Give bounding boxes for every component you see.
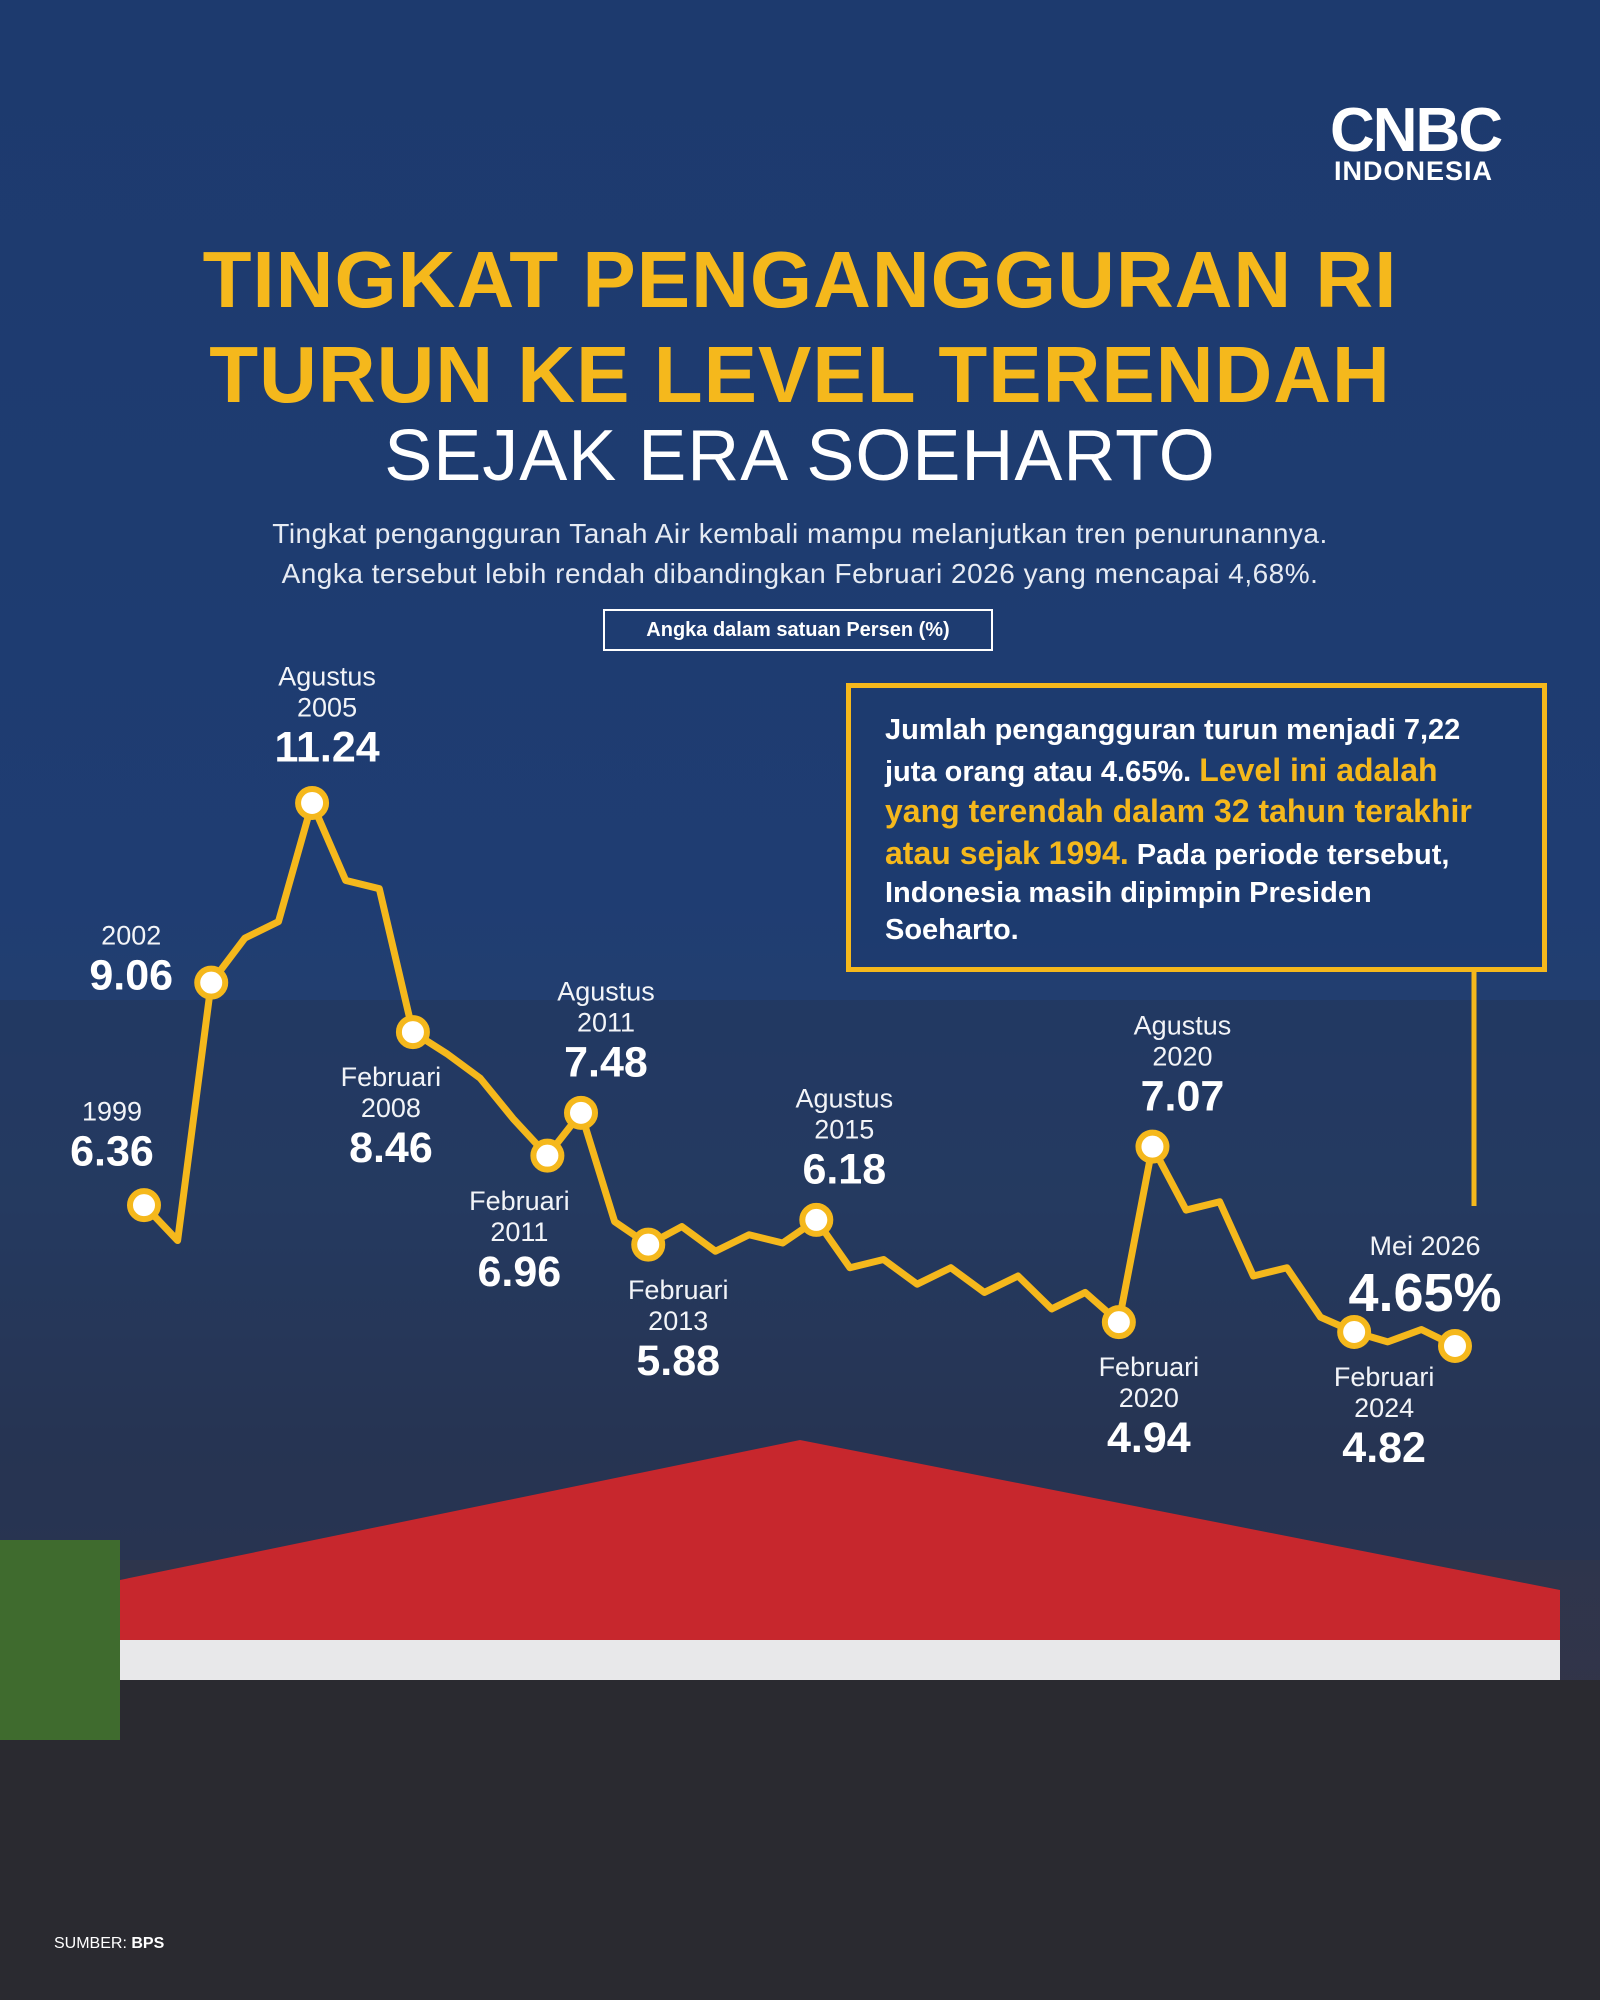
point-label: Februari 2020 4.94 [1084,1352,1214,1464]
point-label: Agustus 2015 6.18 [779,1083,909,1195]
crowd [0,1680,1600,2000]
title-line: SEJAK ERA SOEHARTO [384,416,1216,496]
logo: CNBC [1330,96,1503,165]
callout: Jumlah pengangguran turun menjadi 7,22 j… [846,683,1547,972]
point-label: Agustus 2011 7.48 [541,976,671,1088]
point-name: Agustus 2020 [1133,1010,1232,1072]
point [1101,1305,1136,1340]
value-label: 11.24 [274,723,380,772]
point [1337,1314,1372,1349]
point-name: Februari 2008 [340,1062,442,1124]
value-label: 9.06 [89,951,174,1000]
point-label: Februari 2008 8.46 [326,1062,456,1174]
point-name: Februari 2020 [1098,1352,1200,1414]
point [564,1095,598,1130]
value-label: 6.36 [70,1127,154,1176]
callout-text: Jumlah pengangguran turun menjadi 7,22 j… [885,714,1461,788]
point-name: Februari 2013 [627,1274,729,1336]
point-name: Mei 2026 [1369,1230,1481,1261]
point [127,1188,161,1223]
point-label: Februari 2011 6.96 [454,1186,584,1298]
value-label: 4.65% [1348,1262,1502,1323]
point [530,1138,565,1173]
title-line: TINGKAT PENGANGGURAN RI [202,235,1398,324]
point-label: 1999 6.36 [47,1097,177,1177]
point-name: Februari 2011 [469,1185,570,1247]
point [295,786,330,820]
point-label: Agustus 2005 11.24 [262,661,392,773]
title-line: TURUN KE LEVEL TERENDAH [209,330,1391,419]
point-label: Februari 2024 4.82 [1319,1362,1449,1474]
subtitle: Tingkat pengangguran Tanah Air kembali m… [272,518,1328,549]
tent-roof [120,1440,1560,1650]
unit-box: Angka dalam satuan Persen (%) [603,609,993,651]
value-label: 4.94 [1106,1414,1191,1463]
point [1135,1129,1170,1164]
point-name: 2002 [101,920,162,951]
point-label: Agustus 2020 7.07 [1117,1010,1247,1122]
point-name: Februari 2024 [1333,1361,1435,1424]
point [395,1015,430,1050]
point-name: 1999 [81,1096,143,1127]
point [631,1227,666,1262]
source: SUMBER: BPS [54,1935,164,1953]
callout-note: Pada periode tersebut, Indonesia masih d… [885,839,1450,947]
point [799,1202,834,1237]
point [1438,1329,1472,1363]
value-label: 7.48 [564,1038,648,1087]
point-name: Agustus 2015 [795,1083,894,1145]
point-name: Agustus 2011 [557,976,655,1038]
point-label: Februari 2013 5.88 [613,1275,743,1387]
value-label: 6.18 [802,1145,887,1194]
value-label: 5.88 [636,1336,721,1385]
value-label: 4.82 [1342,1424,1426,1473]
tree [0,1540,120,1740]
value-label: 8.46 [349,1124,433,1173]
callout-highlight: Level ini adalah yang terendah dalam 32 … [885,751,1472,872]
tent-valance [120,1640,1560,1680]
subtitle: Angka tersebut lebih rendah dibandingkan… [281,558,1319,589]
point-label: 2002 9.06 [66,920,196,1000]
point [194,965,229,1000]
point-name: Agustus 2005 [278,661,376,723]
value-label: 7.07 [1140,1072,1225,1121]
source-label: SUMBER: [54,1935,127,1952]
logo-sub: INDONESIA [1334,156,1494,186]
point-label: Mei 2026 4.65% [1325,1231,1525,1324]
value-label: 6.96 [477,1247,562,1296]
line [141,799,1457,1350]
source-name: BPS [131,1935,165,1952]
